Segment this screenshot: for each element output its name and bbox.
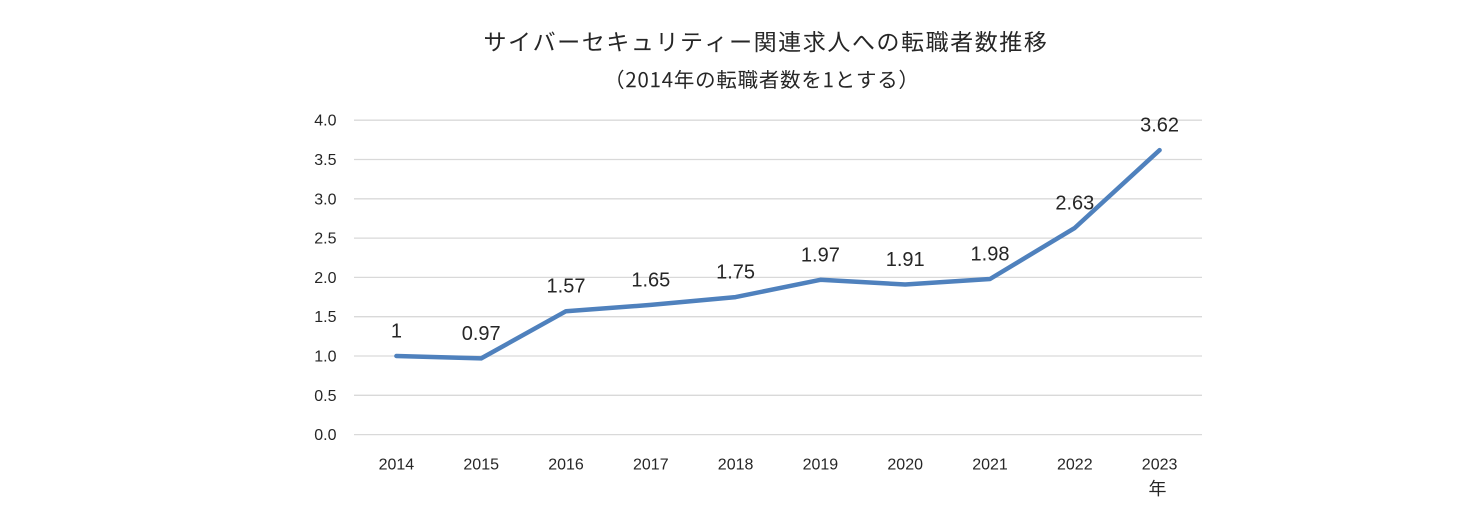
svg-text:2019: 2019 — [803, 457, 839, 474]
svg-text:2.63: 2.63 — [1055, 192, 1094, 214]
svg-text:0.0: 0.0 — [314, 427, 336, 444]
svg-text:1.57: 1.57 — [547, 276, 586, 298]
svg-text:2.0: 2.0 — [314, 270, 336, 287]
svg-text:4.0: 4.0 — [314, 113, 336, 130]
svg-text:1.5: 1.5 — [314, 309, 336, 326]
svg-text:2020: 2020 — [887, 457, 923, 474]
svg-text:1.0: 1.0 — [314, 349, 336, 366]
svg-text:2022: 2022 — [1057, 457, 1093, 474]
svg-text:3.0: 3.0 — [314, 191, 336, 208]
svg-text:3.62: 3.62 — [1140, 115, 1179, 137]
svg-text:2016: 2016 — [548, 457, 584, 474]
svg-text:1.65: 1.65 — [631, 269, 670, 291]
svg-text:2018: 2018 — [718, 457, 754, 474]
svg-text:0.5: 0.5 — [314, 388, 336, 405]
svg-text:1.97: 1.97 — [801, 244, 840, 266]
svg-text:0.97: 0.97 — [462, 323, 501, 345]
svg-text:1.75: 1.75 — [716, 262, 755, 284]
svg-text:2.5: 2.5 — [314, 231, 336, 248]
svg-text:2021: 2021 — [972, 457, 1008, 474]
svg-text:2015: 2015 — [463, 457, 499, 474]
svg-text:1.98: 1.98 — [971, 244, 1010, 266]
svg-text:2014: 2014 — [379, 457, 415, 474]
svg-text:1: 1 — [391, 321, 402, 343]
svg-text:2017: 2017 — [633, 457, 669, 474]
svg-text:1.91: 1.91 — [886, 249, 925, 271]
svg-text:3.5: 3.5 — [314, 152, 336, 169]
svg-text:2023: 2023 — [1142, 457, 1178, 474]
